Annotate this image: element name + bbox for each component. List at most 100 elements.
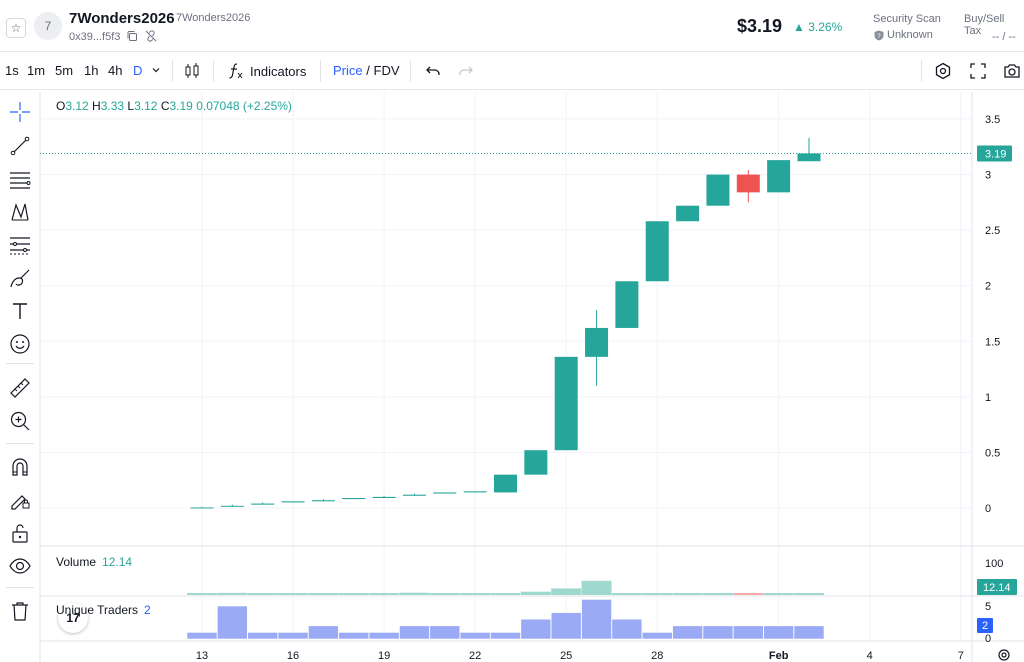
chevron-down-icon[interactable]	[150, 64, 162, 76]
volume-bar	[247, 593, 278, 595]
traders-value-tag-label: 2	[982, 620, 988, 632]
volume-bar	[672, 593, 703, 595]
timeframe-4h[interactable]: 4h	[108, 63, 123, 78]
traders-bar	[247, 632, 278, 640]
ruler-icon[interactable]	[8, 376, 32, 400]
volume-bar	[702, 593, 733, 595]
price-fdv-toggle[interactable]: Price / FDV	[333, 63, 400, 78]
open-value: 3.12	[65, 99, 89, 113]
candle-body	[402, 494, 426, 496]
text-tool-icon[interactable]	[8, 299, 32, 323]
emoji-icon[interactable]	[8, 332, 32, 356]
timeframe-5m[interactable]: 5m	[55, 63, 74, 78]
time-tick-label: 19	[378, 650, 390, 662]
current-price-tag	[977, 145, 1012, 162]
traders-value: 2	[144, 603, 151, 617]
camera-icon[interactable]	[1003, 62, 1021, 80]
timeframe-1m[interactable]: 1m	[27, 63, 46, 78]
eye-icon[interactable]	[8, 554, 32, 578]
traders-bar	[429, 625, 461, 640]
timeframe-1s[interactable]: 1s	[5, 63, 19, 78]
brush-icon[interactable]	[8, 266, 32, 290]
copy-icon[interactable]	[126, 30, 138, 42]
undo-icon[interactable]	[424, 62, 442, 80]
indicators-button[interactable]: Indicators	[228, 60, 306, 82]
traders-value-tag	[977, 618, 993, 633]
open-label: O	[56, 99, 66, 113]
candle-body	[615, 281, 639, 328]
time-tick-label: Feb	[769, 650, 789, 662]
drawbar-divider	[6, 363, 34, 364]
candles-icon[interactable]	[183, 62, 201, 80]
volume-bar	[308, 593, 339, 595]
crosshair-icon[interactable]	[8, 100, 32, 124]
volume-value-tag-label: 12.14	[983, 582, 1011, 594]
axis-settings-icon[interactable]	[997, 648, 1011, 662]
shield-icon: ?	[874, 30, 884, 40]
time-tick-label: 16	[287, 650, 299, 662]
token-name: 7Wonders2026	[69, 10, 175, 27]
volume-bar	[611, 593, 642, 595]
trash-icon[interactable]	[8, 599, 32, 623]
lock-drawing-icon[interactable]	[8, 488, 32, 512]
candle-body	[767, 160, 791, 193]
price-change: ▲ 3.26%	[793, 20, 843, 34]
volume-bar	[794, 593, 824, 595]
low-label: L	[127, 99, 135, 113]
price-tick-label: 2	[985, 281, 991, 293]
fdv-option[interactable]: FDV	[373, 63, 400, 78]
trader-bars	[186, 599, 825, 640]
candle-body	[281, 501, 305, 503]
traders-bar	[672, 625, 703, 640]
traders-bar	[520, 618, 552, 640]
redo-icon[interactable]	[457, 62, 475, 80]
trend-line-icon[interactable]	[8, 134, 32, 158]
traders-bar	[368, 632, 400, 640]
chart-toolbar: 1s 1m 5m 1h 4h D Indicators Price / FDV	[0, 52, 1024, 90]
traders-bar	[308, 625, 339, 640]
close-value: 3.19	[169, 99, 193, 113]
time-tick-label: 28	[651, 650, 663, 662]
timeframe-1h[interactable]: 1h	[84, 63, 99, 78]
settings-gear-icon[interactable]	[934, 62, 952, 80]
pane-borders	[39, 92, 1024, 662]
fullscreen-icon[interactable]	[969, 62, 987, 80]
candle-body	[433, 492, 457, 494]
magnet-icon[interactable]	[8, 455, 32, 479]
unlink-icon[interactable]	[145, 30, 157, 42]
pattern-icon[interactable]	[8, 200, 32, 224]
traders-bar	[186, 632, 218, 640]
candle-body	[463, 491, 487, 493]
fib-retracement-icon[interactable]	[8, 233, 32, 257]
candle-body	[311, 500, 335, 502]
drawbar-divider	[6, 443, 34, 444]
high-value: 3.33	[100, 99, 125, 113]
volume-bar	[338, 593, 369, 595]
time-tick-label: 25	[560, 650, 572, 662]
price-tick-label: 0	[985, 503, 991, 515]
horizontal-lines-icon[interactable]	[8, 167, 32, 191]
unique-traders-legend: Unique Traders 2	[56, 603, 151, 617]
price-option[interactable]: Price	[333, 63, 363, 78]
volume-bar	[520, 591, 551, 595]
security-scan-value[interactable]: ? Unknown	[874, 29, 933, 41]
security-scan-label: Unknown	[887, 29, 933, 41]
close-label: C	[160, 99, 170, 113]
favorite-star-icon[interactable]: ☆	[6, 18, 26, 38]
price-tick-label: 1.5	[985, 336, 1000, 348]
zoom-in-icon[interactable]	[8, 409, 32, 433]
timeframe-d[interactable]: D	[133, 63, 143, 78]
unlock-icon[interactable]	[8, 521, 32, 545]
candle-body	[494, 474, 517, 493]
volume-bar	[278, 593, 309, 595]
traders-bar	[732, 625, 764, 640]
low-value: 3.12	[134, 99, 158, 113]
tax-title: Buy/Sell Tax	[964, 13, 1005, 37]
token-symbol: 7Wonders2026	[176, 12, 251, 24]
current-price-tag-label: 3.19	[985, 148, 1006, 160]
tradingview-logo-icon[interactable]: 17	[58, 603, 88, 633]
candles	[190, 137, 821, 509]
volume-label: Volume	[56, 555, 97, 569]
drawbar-divider	[6, 587, 34, 588]
